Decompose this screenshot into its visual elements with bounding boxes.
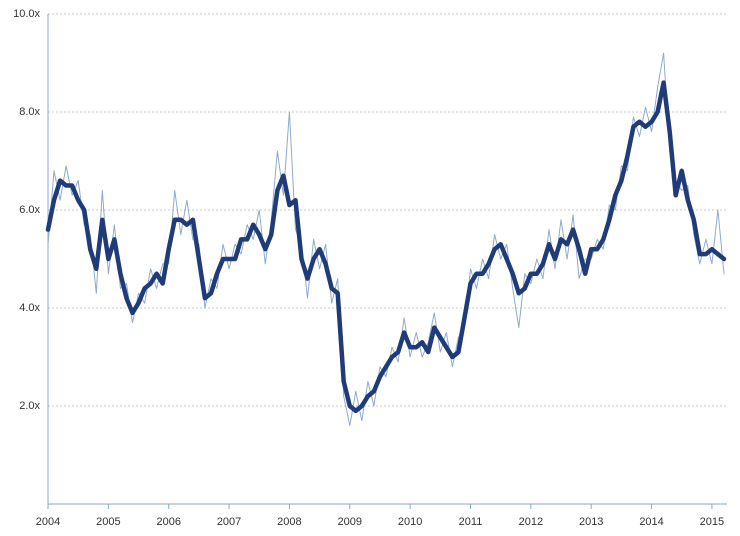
x-tick-label: 2011 [459, 516, 483, 528]
series-line [45, 80, 727, 414]
y-tick-label: 10.0x [13, 8, 40, 20]
y-tick-label: 6.0x [19, 204, 40, 216]
y-tick-label: 8.0x [19, 106, 40, 118]
y-tick-label: 2.0x [19, 400, 40, 412]
x-tick-label: 2013 [579, 516, 603, 528]
x-tick-label: 2005 [96, 516, 120, 528]
x-tick-label: 2015 [700, 516, 724, 528]
x-tick-label: 2012 [519, 516, 543, 528]
x-tick-label: 2006 [156, 516, 180, 528]
x-tick-label: 2010 [398, 516, 422, 528]
x-tick-label: 2004 [36, 516, 60, 528]
x-tick-label: 2014 [639, 516, 663, 528]
x-tick-label: 2008 [277, 516, 301, 528]
x-tick-label: 2007 [217, 516, 241, 528]
x-tick-label: 2009 [338, 516, 362, 528]
y-tick-label: 4.0x [19, 302, 40, 314]
